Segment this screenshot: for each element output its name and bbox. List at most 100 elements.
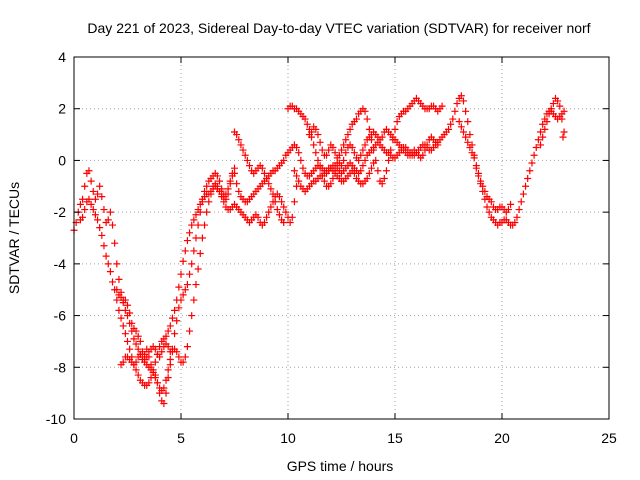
data-point	[340, 156, 348, 164]
data-point	[119, 299, 127, 307]
data-point	[119, 322, 127, 330]
series-8	[455, 118, 515, 216]
data-point	[181, 353, 189, 361]
data-point	[183, 281, 191, 289]
data-point	[462, 133, 470, 141]
data-point	[357, 151, 365, 159]
data-point	[295, 149, 303, 157]
data-point	[96, 224, 104, 232]
data-point	[554, 97, 562, 105]
data-point	[126, 345, 134, 353]
data-point	[485, 208, 493, 216]
data-point	[98, 193, 106, 201]
data-point	[128, 327, 136, 335]
data-point	[278, 198, 286, 206]
x-tick-labels: 0 5 10 15 20 25	[70, 430, 617, 446]
data-point	[299, 164, 307, 172]
data-point	[166, 348, 174, 356]
y-tick-label: 0	[58, 152, 66, 168]
data-point	[121, 330, 129, 338]
data-point	[265, 208, 273, 216]
data-point	[254, 213, 262, 221]
data-point	[382, 167, 390, 175]
data-point	[162, 389, 170, 397]
data-point	[143, 353, 151, 361]
data-point	[81, 206, 89, 214]
data-point	[192, 211, 200, 219]
data-point	[228, 169, 236, 177]
data-point	[106, 208, 114, 216]
series-4	[231, 128, 288, 226]
data-point	[183, 343, 191, 351]
y-tick-label: -8	[54, 359, 67, 375]
data-point	[201, 221, 209, 229]
data-point	[186, 229, 194, 237]
data-point	[151, 358, 159, 366]
data-point	[153, 379, 161, 387]
data-point	[455, 118, 463, 126]
data-point	[453, 100, 461, 108]
data-point	[224, 185, 232, 193]
data-point	[194, 265, 202, 273]
data-point	[350, 169, 358, 177]
data-point	[194, 206, 202, 214]
data-point	[179, 358, 187, 366]
data-point	[517, 198, 525, 206]
data-point	[124, 337, 131, 345]
data-point	[160, 399, 168, 407]
data-point	[263, 175, 271, 183]
data-point	[511, 218, 519, 226]
data-point	[175, 283, 183, 291]
data-point	[438, 102, 446, 110]
data-point	[79, 213, 87, 221]
data-point	[151, 374, 159, 382]
data-point	[359, 146, 367, 154]
data-point	[513, 213, 521, 221]
x-axis-label: GPS time / hours	[287, 458, 394, 474]
data-point	[175, 353, 183, 361]
data-point	[303, 120, 311, 128]
series-7	[290, 159, 378, 195]
data-point	[361, 107, 369, 115]
data-point	[445, 125, 452, 133]
data-point	[205, 198, 213, 206]
data-point	[207, 190, 215, 198]
data-point	[468, 149, 476, 157]
x-tick-label: 15	[387, 430, 403, 446]
data-point	[134, 345, 142, 353]
data-point	[117, 314, 125, 322]
data-point	[222, 190, 230, 198]
data-point	[280, 203, 288, 211]
data-point	[130, 335, 138, 343]
data-point	[188, 221, 196, 229]
data-point	[190, 216, 198, 224]
data-point	[160, 384, 168, 392]
data-point	[175, 304, 183, 312]
data-point	[109, 278, 117, 286]
data-point	[265, 180, 273, 188]
data-point	[483, 203, 491, 211]
data-point	[421, 146, 429, 154]
data-point	[87, 177, 95, 185]
data-point	[162, 332, 170, 340]
data-point	[239, 146, 247, 154]
series-1	[76, 180, 301, 389]
data-point	[183, 237, 191, 245]
data-point	[449, 115, 457, 123]
data-point	[295, 177, 303, 185]
data-point	[273, 206, 281, 214]
data-point	[316, 164, 324, 172]
data-point	[94, 190, 102, 198]
data-point	[192, 234, 200, 242]
data-point	[457, 123, 465, 131]
data-point	[89, 206, 97, 214]
data-point	[179, 257, 187, 265]
data-point	[545, 110, 553, 118]
data-point	[344, 131, 352, 139]
data-point	[177, 270, 185, 278]
data-point	[380, 175, 388, 183]
data-point	[109, 221, 117, 229]
data-point	[329, 144, 337, 151]
data-point	[173, 348, 181, 356]
data-point	[290, 167, 298, 175]
